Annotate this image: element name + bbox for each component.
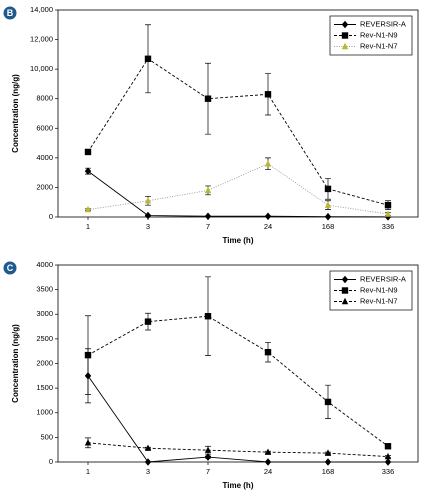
x-tick-label: 7 <box>206 467 210 476</box>
marker <box>204 186 212 194</box>
y-tick-label: 8000 <box>36 94 53 103</box>
marker <box>144 458 152 466</box>
marker <box>384 201 392 209</box>
marker <box>324 212 332 221</box>
y-tick-label: 0 <box>49 212 53 221</box>
y-tick-label: 10,000 <box>30 64 53 73</box>
marker <box>84 205 92 213</box>
series-line <box>87 442 389 458</box>
legend-label: Rev-N1-N7 <box>360 41 398 50</box>
marker <box>144 444 152 451</box>
legend-marker <box>341 42 349 50</box>
marker <box>84 351 92 359</box>
legend-label: Rev-N1-N9 <box>360 30 398 39</box>
marker <box>144 318 152 325</box>
panel-label: C <box>7 263 14 273</box>
marker <box>264 448 272 455</box>
marker <box>324 398 332 406</box>
y-tick-label: 2500 <box>36 334 53 343</box>
marker <box>264 458 272 466</box>
legend-label: Rev-N1-N7 <box>360 296 398 305</box>
marker <box>84 148 92 156</box>
marker <box>324 458 332 466</box>
x-tick-label: 336 <box>382 467 395 476</box>
y-axis-label: Concentration (ng/g) <box>11 74 20 153</box>
series-line <box>87 58 389 206</box>
series-line <box>87 315 389 447</box>
marker <box>204 313 212 320</box>
marker <box>324 449 332 456</box>
y-tick-label: 3000 <box>36 309 53 318</box>
legend-label: REVERSIR-A <box>360 274 406 283</box>
panel-label: B <box>7 8 14 18</box>
marker <box>144 197 152 204</box>
panel-badge <box>3 261 17 275</box>
marker <box>324 201 332 208</box>
y-tick-label: 1000 <box>36 408 53 417</box>
marker <box>384 452 392 460</box>
x-tick-label: 3 <box>146 222 150 231</box>
y-tick-label: 1500 <box>36 383 53 392</box>
plot-frame <box>57 9 419 218</box>
y-tick-label: 3500 <box>36 285 53 294</box>
marker <box>204 95 212 102</box>
y-tick-label: 6000 <box>36 123 53 132</box>
marker <box>204 212 212 221</box>
legend-label: REVERSIR-A <box>360 19 406 28</box>
y-tick-label: 4000 <box>36 153 53 162</box>
legend-marker <box>341 275 349 284</box>
y-axis-label: Concentration (ng/g) <box>11 324 20 403</box>
x-tick-label: 168 <box>322 222 335 231</box>
y-tick-label: 2000 <box>36 182 53 191</box>
x-axis-label: Time (h) <box>223 481 254 490</box>
y-tick-label: 500 <box>40 432 53 441</box>
panel-badge <box>3 6 17 20</box>
y-tick-label: 4000 <box>36 260 53 269</box>
marker <box>264 212 272 221</box>
marker <box>204 453 212 461</box>
marker <box>324 185 332 193</box>
x-tick-label: 336 <box>382 222 395 231</box>
y-tick-label: 12,000 <box>30 35 53 44</box>
marker <box>84 439 92 446</box>
marker <box>384 210 392 217</box>
legend-marker <box>341 32 349 39</box>
x-tick-label: 1 <box>86 222 90 231</box>
series-line <box>87 375 388 463</box>
marker <box>384 458 392 466</box>
series-line <box>87 163 389 215</box>
x-tick-label: 24 <box>264 467 272 476</box>
y-tick-label: 0 <box>49 457 53 466</box>
legend-marker <box>341 287 349 294</box>
legend-marker <box>341 20 349 29</box>
legend-label: Rev-N1-N9 <box>360 285 398 294</box>
series-line <box>87 170 389 218</box>
marker <box>264 160 272 167</box>
marker <box>204 446 212 453</box>
marker <box>84 167 92 175</box>
y-tick-label: 14,000 <box>30 5 53 14</box>
x-tick-label: 7 <box>206 222 210 231</box>
x-tick-label: 1 <box>86 467 90 476</box>
x-axis-label: Time (h) <box>223 236 254 245</box>
marker <box>264 348 272 356</box>
legend-marker <box>341 297 349 305</box>
marker <box>144 211 152 220</box>
y-tick-label: 2000 <box>36 358 53 367</box>
marker <box>384 443 392 450</box>
x-tick-label: 3 <box>146 467 150 476</box>
x-tick-label: 24 <box>264 222 272 231</box>
x-tick-label: 168 <box>322 467 335 476</box>
marker <box>264 91 272 98</box>
marker <box>144 55 152 62</box>
